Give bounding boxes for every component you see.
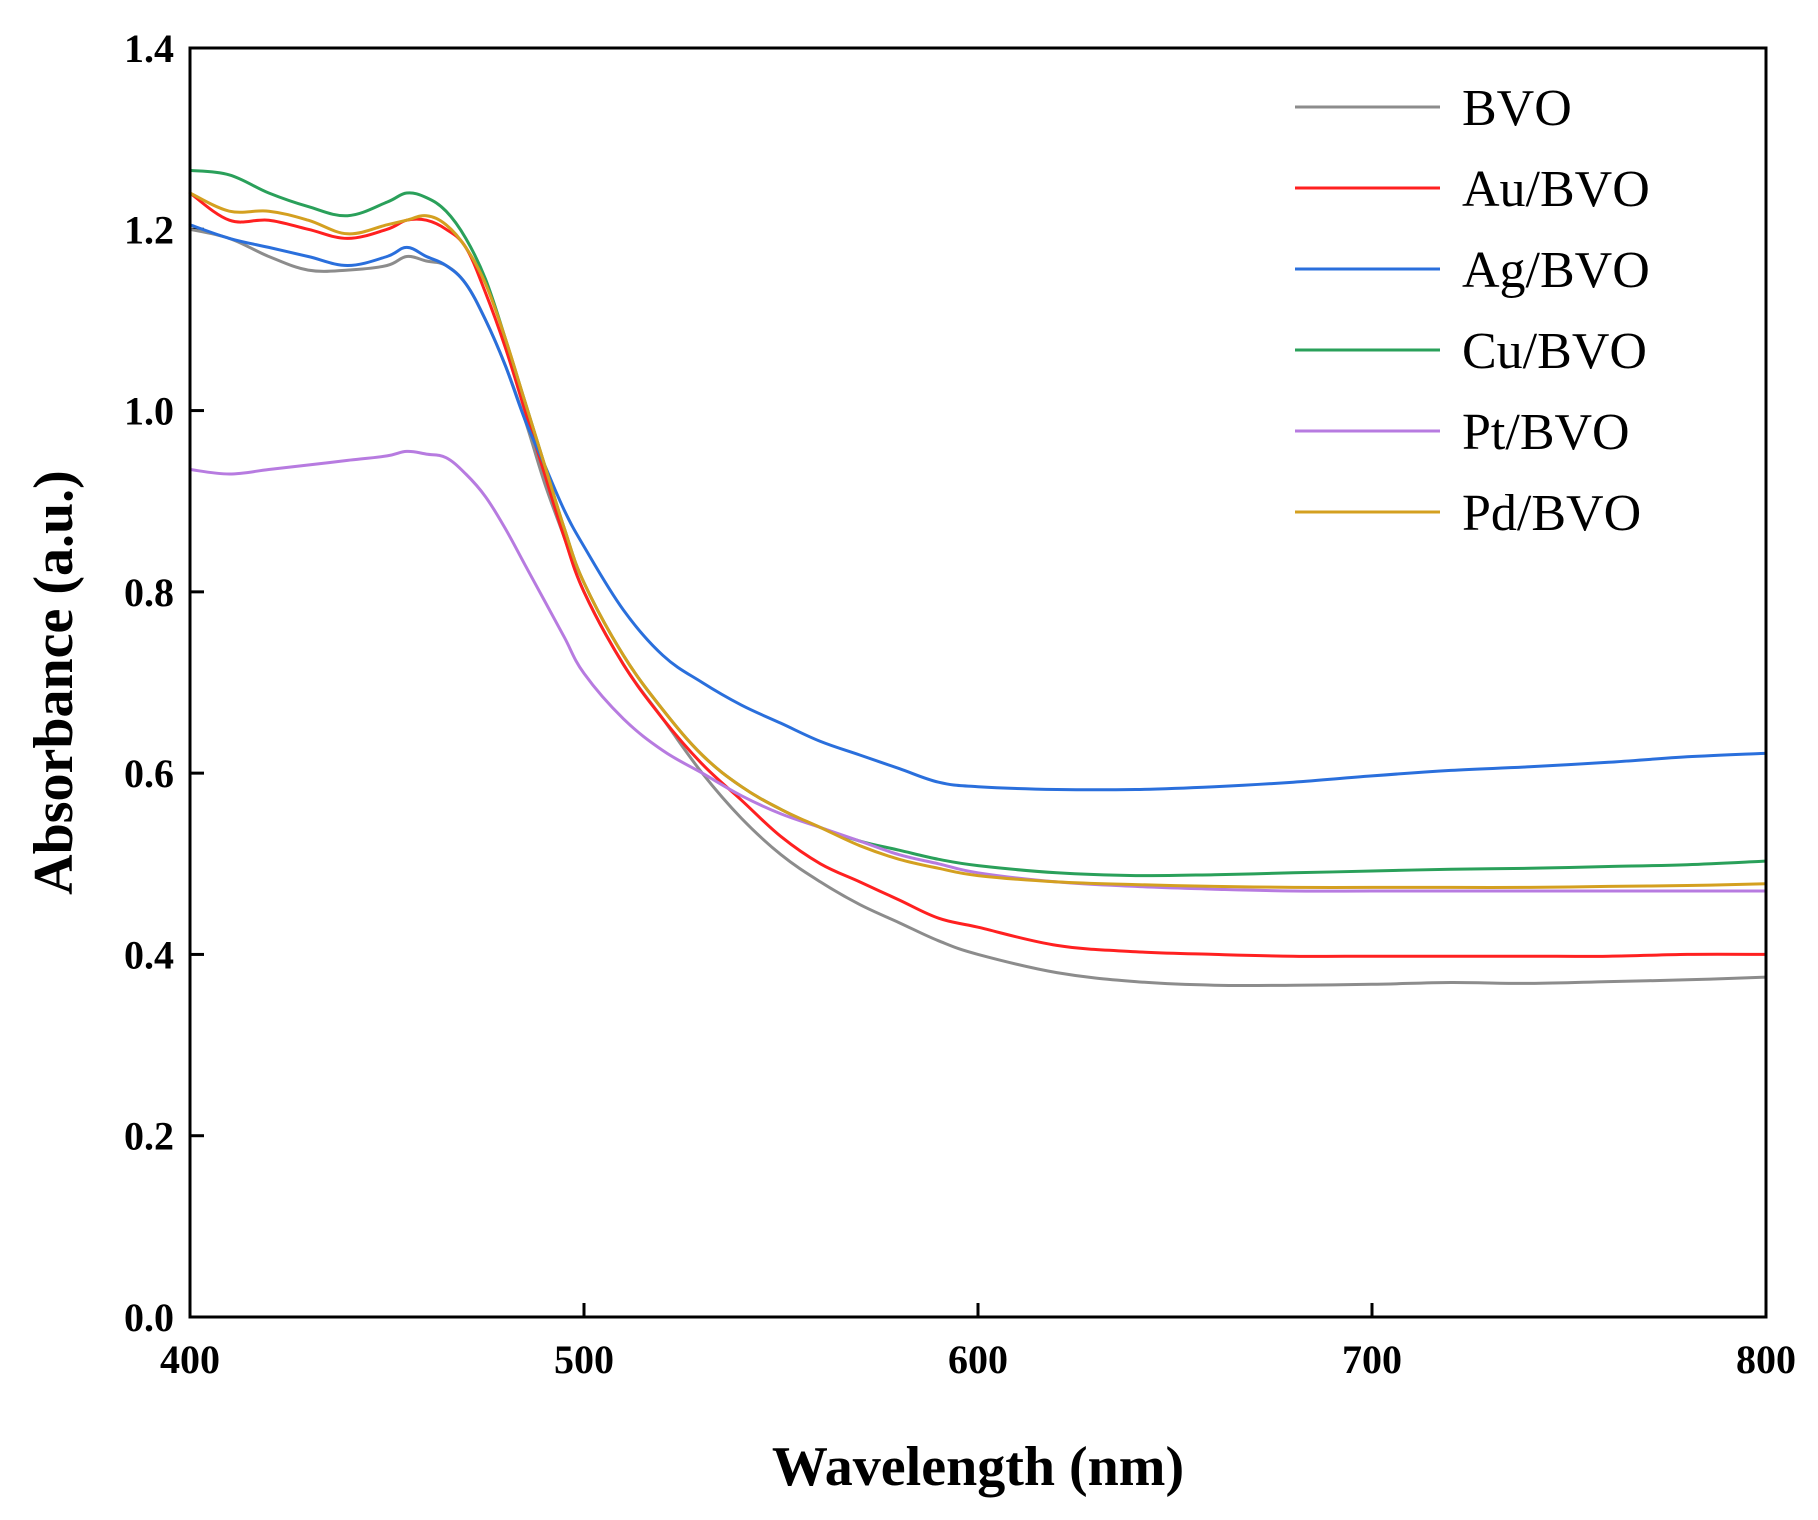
- series-lines: [188, 168, 1768, 988]
- x-tick-label: 700: [1342, 1337, 1402, 1382]
- y-tick-label: 0.2: [124, 1114, 174, 1159]
- y-tick-label: 0.0: [124, 1295, 174, 1340]
- y-tick-label: 0.4: [124, 932, 174, 977]
- x-tick-label: 600: [948, 1337, 1008, 1382]
- legend-label: Pt/BVO: [1462, 404, 1630, 461]
- y-tick-label: 1.2: [124, 207, 174, 252]
- legend-label: Pd/BVO: [1462, 485, 1641, 542]
- series-line-ag-bvo: [188, 223, 1768, 792]
- y-tick-label: 0.8: [124, 570, 174, 615]
- x-tick-labels: 400 500 600 700 800: [160, 1337, 1796, 1382]
- legend-label: Cu/BVO: [1462, 323, 1647, 380]
- x-tick-label: 500: [554, 1337, 614, 1382]
- x-axis-title: Wavelength (nm): [772, 1436, 1184, 1498]
- legend-label: Au/BVO: [1462, 161, 1650, 218]
- series-line-pt-bvo: [188, 449, 1768, 893]
- x-tick-label: 800: [1736, 1337, 1796, 1382]
- series-line-pd-bvo: [188, 191, 1768, 889]
- legend-label: Ag/BVO: [1462, 242, 1650, 299]
- x-tick-label: 400: [160, 1337, 220, 1382]
- legend-label: BVO: [1462, 80, 1572, 137]
- y-tick-label: 1.4: [124, 26, 174, 71]
- plot-frame: [188, 46, 1768, 1319]
- y-tick-label: 0.6: [124, 751, 174, 796]
- y-tick-labels: 0.0 0.2 0.4 0.6 0.8 1.0 1.2 1.4: [124, 26, 174, 1340]
- series-line-au-bvo: [188, 191, 1768, 958]
- legend: BVO Au/BVO Ag/BVO Cu/BVO Pt/BVO Pd/BVO: [1295, 80, 1650, 542]
- y-tick-label: 1.0: [124, 389, 174, 434]
- axis-ticks: [188, 46, 1768, 1319]
- series-line-bvo: [188, 227, 1768, 988]
- y-axis-title: Absorbance (a.u.): [23, 470, 85, 895]
